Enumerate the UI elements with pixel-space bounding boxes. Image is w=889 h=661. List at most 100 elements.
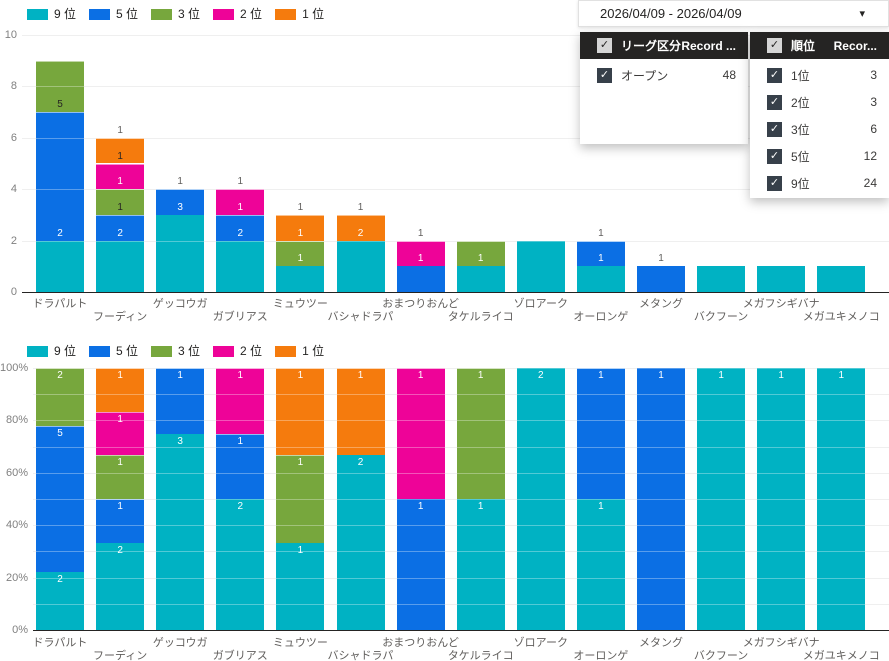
bar-segment[interactable] <box>817 368 866 630</box>
bar-segment[interactable] <box>96 137 145 164</box>
x-axis-category-label: メガフシギバナ <box>742 637 820 649</box>
bar-segment[interactable] <box>156 433 205 630</box>
x-axis-category-label: メガユキメノコ <box>802 311 880 323</box>
bar-segment[interactable] <box>817 266 866 292</box>
legend-swatch-icon <box>151 8 173 20</box>
bar-segment[interactable] <box>757 266 806 292</box>
bar-segment[interactable] <box>96 455 145 499</box>
bar-segment-label: 1 <box>357 201 364 213</box>
chevron-down-icon[interactable]: ▾ <box>859 8 865 20</box>
bar-segment-label: 1 <box>237 176 244 188</box>
filter-row[interactable]: ✓ 9位 24 <box>750 171 889 195</box>
bar-segment[interactable] <box>576 240 625 267</box>
bar-segment[interactable] <box>276 455 325 543</box>
bar-segment[interactable] <box>697 266 746 292</box>
x-axis-category-label: おまつりおんど <box>382 637 459 649</box>
bar-segment[interactable] <box>96 240 145 292</box>
bar-segment[interactable] <box>456 368 505 499</box>
bar-segment[interactable] <box>156 189 205 215</box>
filter-row[interactable]: ✓ 2位 3 <box>750 90 889 114</box>
bar-segment[interactable] <box>216 240 265 292</box>
date-range-dropdown[interactable]: 2026/04/09 - 2026/04/09 ▾ <box>578 0 889 27</box>
bar-segment[interactable] <box>697 368 746 630</box>
legend-item[interactable]: 2 位 <box>213 7 262 21</box>
bar-segment[interactable] <box>336 455 385 630</box>
bar-segment[interactable] <box>36 112 84 241</box>
legend-item[interactable]: 1 位 <box>275 344 324 358</box>
legend-item[interactable]: 3 位 <box>151 344 200 358</box>
bar-segment[interactable] <box>757 368 806 630</box>
filter-row[interactable]: ✓ 3位 6 <box>750 117 889 141</box>
checkbox-checked[interactable]: ✓ <box>767 94 782 110</box>
bar-segment[interactable] <box>276 368 325 456</box>
bar-segment[interactable] <box>276 214 325 241</box>
bar-segment[interactable] <box>156 214 205 292</box>
bar-segment[interactable] <box>336 368 385 456</box>
bar-segment[interactable] <box>156 368 205 434</box>
bar-segment[interactable] <box>276 266 325 292</box>
bar-segment[interactable] <box>576 266 625 292</box>
legend-item[interactable]: 9 位 <box>27 7 76 21</box>
checkbox-checked[interactable]: ✓ <box>767 148 782 164</box>
bar-segment[interactable] <box>276 240 325 267</box>
checkbox-checked[interactable]: ✓ <box>597 67 612 83</box>
bar-segment[interactable] <box>456 499 505 630</box>
bar-segment[interactable] <box>96 542 145 630</box>
bar-segment[interactable] <box>96 368 145 412</box>
bar-segment[interactable] <box>396 240 445 267</box>
bar-segment[interactable] <box>576 368 625 499</box>
bar-segment[interactable] <box>576 499 625 630</box>
bar-segment[interactable] <box>216 368 265 434</box>
bar-segment[interactable] <box>96 189 145 215</box>
x-axis-category-label: おまつりおんど <box>382 298 459 310</box>
x-axis-category-label: タケルライコ <box>447 650 514 661</box>
bar-segment[interactable] <box>637 368 685 630</box>
bar-segment[interactable] <box>396 368 445 499</box>
bar-segment[interactable] <box>96 411 145 456</box>
filter-row[interactable]: ✓ 1位 3 <box>750 63 889 87</box>
bar-segment[interactable] <box>456 240 505 267</box>
bar-segment[interactable] <box>396 266 445 292</box>
bar-segment[interactable] <box>276 542 325 630</box>
bar-segment[interactable] <box>336 240 385 292</box>
bar-segment-label: 1 <box>177 176 183 188</box>
legend-item[interactable]: 1 位 <box>275 7 324 21</box>
filter-row[interactable]: ✓ 5位 12 <box>750 144 889 168</box>
legend-item[interactable]: 2 位 <box>213 344 262 358</box>
bar-segment[interactable] <box>96 499 145 543</box>
filter-row[interactable]: ✓ オープン 48 <box>580 63 748 87</box>
gridline <box>22 35 889 36</box>
legend-item[interactable]: 3 位 <box>151 7 200 21</box>
bar-segment[interactable] <box>216 214 265 241</box>
bar-segment[interactable] <box>216 189 265 215</box>
checkbox-checked[interactable]: ✓ <box>767 175 782 191</box>
select-all-checkbox[interactable]: ✓ <box>767 38 782 53</box>
bar-segment[interactable] <box>36 240 84 292</box>
checkbox-checked[interactable]: ✓ <box>767 121 782 137</box>
checkbox-checked[interactable]: ✓ <box>767 67 782 83</box>
bar-segment[interactable] <box>516 240 565 292</box>
bar-segment[interactable] <box>36 571 84 630</box>
bar-segment[interactable] <box>216 499 265 630</box>
legend-item[interactable]: 5 位 <box>89 344 138 358</box>
bar-segment[interactable] <box>36 368 84 427</box>
legend-item[interactable]: 5 位 <box>89 7 138 21</box>
legend-item[interactable]: 9 位 <box>27 344 76 358</box>
x-axis-category-label: ミュウツー <box>272 637 328 649</box>
bar-segment-label: 1 <box>658 253 664 265</box>
x-axis-category-label: ゾロアーク <box>513 298 568 310</box>
bar-segment[interactable] <box>96 214 145 241</box>
bar-segment[interactable] <box>516 368 565 630</box>
bar-segment[interactable] <box>336 214 385 241</box>
bar-segment[interactable] <box>36 426 84 572</box>
bar-segment[interactable] <box>96 163 145 190</box>
bar-segment[interactable] <box>396 499 445 630</box>
bar-segment[interactable] <box>216 433 265 499</box>
bar-segment[interactable] <box>36 60 84 113</box>
legend-swatch-icon <box>213 8 235 20</box>
select-all-checkbox[interactable]: ✓ <box>597 38 612 53</box>
bar-segment[interactable] <box>456 266 505 292</box>
x-axis-category-label: タケルライコ <box>447 311 514 323</box>
bar-segment[interactable] <box>637 266 685 292</box>
